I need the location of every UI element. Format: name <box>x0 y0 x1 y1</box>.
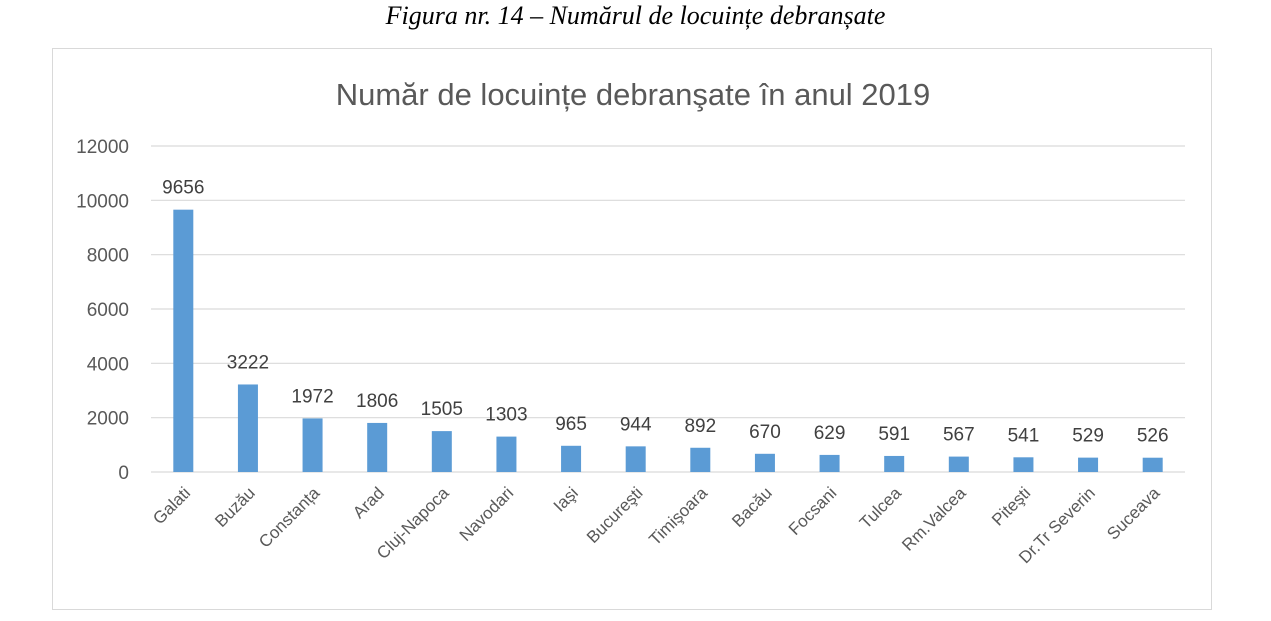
figure-caption: Figura nr. 14 – Numărul de locuințe debr… <box>385 1 886 30</box>
data-label-13: 541 <box>1008 425 1040 446</box>
data-label-3: 1806 <box>356 391 398 412</box>
data-label-11: 591 <box>878 424 910 445</box>
bar-4 <box>431 431 452 472</box>
y-tick-label-0: 0 <box>118 463 129 484</box>
chart-title: Număr de locuințe debranşate în anul 201… <box>336 77 931 112</box>
chart-frame: Număr de locuințe debranşate în anul 201… <box>52 48 1212 610</box>
data-label-6: 965 <box>555 414 587 435</box>
x-tick-label-7: Bucureşti <box>583 483 647 547</box>
x-tick-label-6: Iaşi <box>550 483 582 515</box>
data-label-14: 529 <box>1072 426 1104 447</box>
data-label-5: 1303 <box>485 405 527 426</box>
bar-14 <box>1078 457 1099 472</box>
data-labels: 9656 3222 1972 1806 1505 1303 965 944 892 670 629 5… <box>162 178 1168 447</box>
bar-15 <box>1142 457 1163 472</box>
x-tick-label-15: Suceava <box>1103 483 1164 544</box>
bar-13 <box>1013 457 1034 472</box>
data-label-7: 944 <box>620 414 652 435</box>
x-tick-label-10: Focsani <box>785 483 841 539</box>
x-tick-label-12: Rm.Valcea <box>898 483 970 555</box>
x-tick-label-11: Tulcea <box>856 483 905 532</box>
bar-10 <box>819 454 840 472</box>
data-label-10: 629 <box>814 423 846 444</box>
y-axis-ticks: 0 2000 4000 6000 8000 10000 12000 <box>76 137 129 484</box>
x-tick-label-9: Bacău <box>728 483 776 531</box>
y-tick-label-10000: 10000 <box>76 191 129 212</box>
y-tick-label-8000: 8000 <box>87 246 129 267</box>
data-label-12: 567 <box>943 425 975 446</box>
y-tick-label-12000: 12000 <box>76 137 129 158</box>
x-tick-label-3: Arad <box>349 483 388 522</box>
x-tick-label-13: Piteşti <box>988 483 1034 529</box>
x-tick-label-1: Buzău <box>211 483 259 531</box>
x-tick-label-8: Timişoara <box>645 483 711 549</box>
bar-12 <box>948 456 969 472</box>
data-label-0: 9656 <box>162 178 204 199</box>
x-tick-label-5: Navodari <box>456 483 518 545</box>
bar-6 <box>561 445 582 472</box>
y-tick-label-4000: 4000 <box>87 354 129 375</box>
bars <box>173 209 1163 473</box>
bar-8 <box>690 447 711 472</box>
y-tick-label-6000: 6000 <box>87 300 129 321</box>
bar-1 <box>237 384 258 472</box>
data-label-2: 1972 <box>291 386 333 407</box>
y-tick-label-2000: 2000 <box>87 409 129 430</box>
bar-11 <box>884 455 905 472</box>
bar-5 <box>496 436 517 472</box>
x-tick-label-2: Constanța <box>255 483 324 552</box>
data-label-4: 1505 <box>421 399 463 420</box>
bar-2 <box>302 418 323 472</box>
bar-7 <box>625 446 646 472</box>
data-label-15: 526 <box>1137 426 1169 447</box>
bar-0 <box>173 209 194 473</box>
data-label-8: 892 <box>684 416 716 437</box>
gridlines <box>151 145 1185 473</box>
bar-9 <box>754 453 775 472</box>
data-label-9: 670 <box>749 422 781 443</box>
x-tick-label-0: Galati <box>149 483 194 528</box>
bar-3 <box>367 422 388 472</box>
data-label-1: 3222 <box>227 352 269 373</box>
bar-chart: Număr de locuințe debranşate în anul 201… <box>76 77 1185 567</box>
